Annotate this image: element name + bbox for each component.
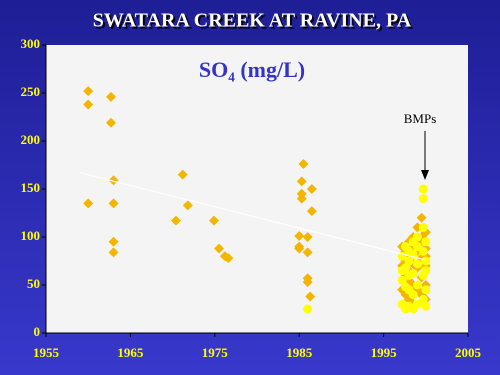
title-shadow: SWATARA CREEK AT RAVINE, PA [95,12,414,34]
chart-title: SWATARA CREEK AT RAVINE, PA [93,10,412,32]
diamond-point [302,232,313,242]
y-tick-label: 100 [21,228,41,243]
diamond-point [105,117,116,128]
circle-point [412,259,422,269]
diamond-point [294,231,305,242]
circle-point [421,237,431,247]
circle-point [421,285,431,295]
trend-line [79,172,426,261]
diamond-point [294,243,305,254]
annotation-arrowhead [421,170,429,180]
circle-point [303,304,313,314]
circle-point [418,222,428,232]
circle-point [397,275,407,285]
y-tick-label: 0 [34,324,41,339]
diamond-point [105,91,116,102]
diamond-point [182,200,193,211]
diamond-point [302,277,313,288]
y-tick-label: 50 [27,276,40,291]
diamond-point [108,236,119,247]
diamond-point [298,159,309,170]
chart-subtitle: SO₄ (mg/L) [199,57,305,82]
x-tick-label: 1965 [117,345,144,360]
diamond-point [223,253,234,264]
circle-point [404,256,414,266]
x-tick-label: 1975 [202,345,229,360]
diamond-point [416,212,427,223]
diamond-point [108,175,119,186]
circle-point [418,184,428,194]
diamond-point [306,206,317,217]
diamond-point [83,198,94,209]
circle-point [418,194,428,204]
diamond-point [108,247,119,258]
diamond-point [306,184,317,194]
circle-point [412,232,422,242]
circle-point [412,280,422,290]
circle-point [421,266,431,276]
diamond-point [177,169,188,180]
diamond-point [83,99,94,110]
x-tick-label: 1995 [371,345,398,360]
plot-area [46,45,468,333]
x-tick-label: 1955 [33,345,60,360]
y-tick-label: 300 [21,36,41,51]
diamond-point [214,243,225,254]
y-tick-label: 150 [21,180,41,195]
diamond-point [108,198,119,209]
x-tick-label: 2005 [455,345,482,360]
x-tick-label: 1985 [286,345,313,360]
diamond-point [83,86,94,97]
diamond-point [302,247,313,258]
circle-point [408,268,418,278]
diamond-point [305,291,316,302]
circle-point [418,246,428,256]
annotation: BMPs [404,111,437,126]
diamond-point [170,215,181,226]
circle-point [408,290,418,300]
diamond-point [296,193,307,204]
y-tick-label: 200 [21,132,41,147]
diamond-point [296,176,307,187]
circle-point [421,301,431,311]
circle-point [421,256,431,266]
diamond-point [208,215,219,226]
y-tick-label: 250 [21,84,41,99]
circle-point [401,263,411,273]
